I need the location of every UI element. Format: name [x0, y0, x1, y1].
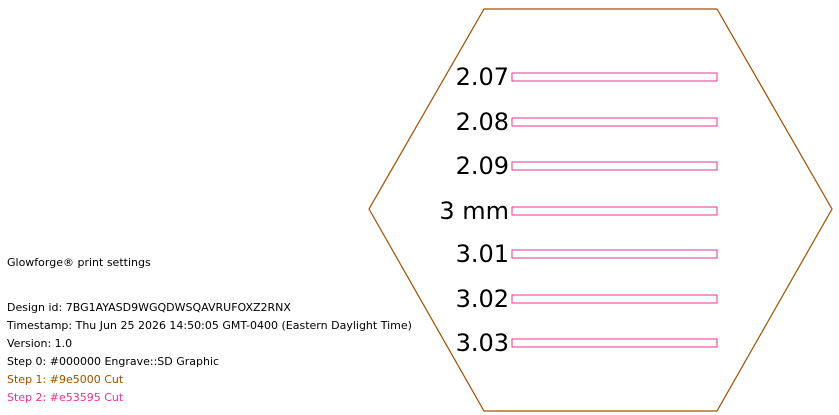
label: 3.01 — [456, 240, 509, 268]
settings-line: Step 0: #000000 Engrave::SD Graphic — [7, 355, 219, 368]
cut-line — [511, 338, 718, 348]
cut-line — [511, 161, 718, 171]
cut-line — [511, 249, 718, 259]
cut-line — [511, 72, 718, 82]
settings-line: Timestamp: Thu Jun 25 2026 14:50:05 GMT-… — [6, 319, 412, 332]
settings-line: Step 2: #e53595 Cut — [7, 391, 124, 404]
label: 3.03 — [456, 329, 509, 357]
label: 3 mm — [439, 197, 509, 225]
label: 2.07 — [456, 63, 509, 91]
settings-line: Design id: 7BG1AYASD9WGQDWSQAVRUFOXZ2RNX — [7, 301, 291, 314]
cut-line — [511, 294, 718, 304]
label: 2.09 — [456, 152, 509, 180]
cut-line — [511, 117, 718, 127]
settings-line: Glowforge® print settings — [7, 256, 151, 269]
settings-line: Version: 1.0 — [7, 337, 72, 350]
settings-line: Step 1: #9e5000 Cut — [7, 373, 124, 386]
hexagon — [368, 8, 833, 412]
label: 2.08 — [456, 108, 509, 136]
label: 3.02 — [456, 285, 509, 313]
cut-line — [511, 206, 718, 216]
